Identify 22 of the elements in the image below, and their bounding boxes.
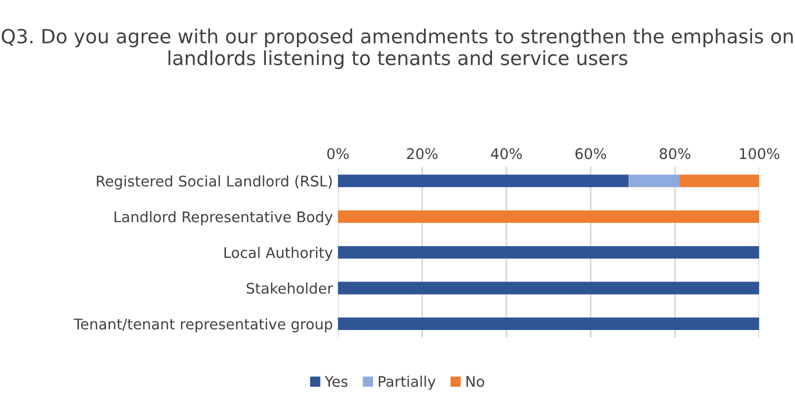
legend-label: Partially xyxy=(378,376,436,390)
legend-label: Yes xyxy=(324,376,348,387)
x-tick-label: 60% xyxy=(575,148,606,160)
y-tick-label: Stakeholder xyxy=(246,282,334,294)
x-tick-label: 40% xyxy=(490,148,522,160)
y-tick-label: Registered Social Landlord (RSL) xyxy=(96,175,332,190)
bar xyxy=(338,210,760,223)
bar xyxy=(338,318,760,330)
bar xyxy=(338,282,760,294)
y-tick-label: Local Authority xyxy=(224,246,333,261)
x-tick-label: 20% xyxy=(407,148,438,160)
x-tick-label: 100% xyxy=(740,148,780,160)
y-tick-label: Landlord Representative Body xyxy=(114,211,333,226)
x-tick-label: 0% xyxy=(327,148,349,160)
bar xyxy=(338,246,760,259)
x-tick-label: 80% xyxy=(660,148,690,160)
bar xyxy=(338,174,629,188)
bar xyxy=(679,174,760,188)
chart-title: Q3. Do you agree with our proposed amendments to strengthen the emphasis on landlords listening to tenants and service users xyxy=(2,28,793,70)
legend-label: No xyxy=(466,376,484,387)
y-tick-label: Tenant/tenant representative group xyxy=(74,318,332,332)
bar xyxy=(628,174,680,188)
